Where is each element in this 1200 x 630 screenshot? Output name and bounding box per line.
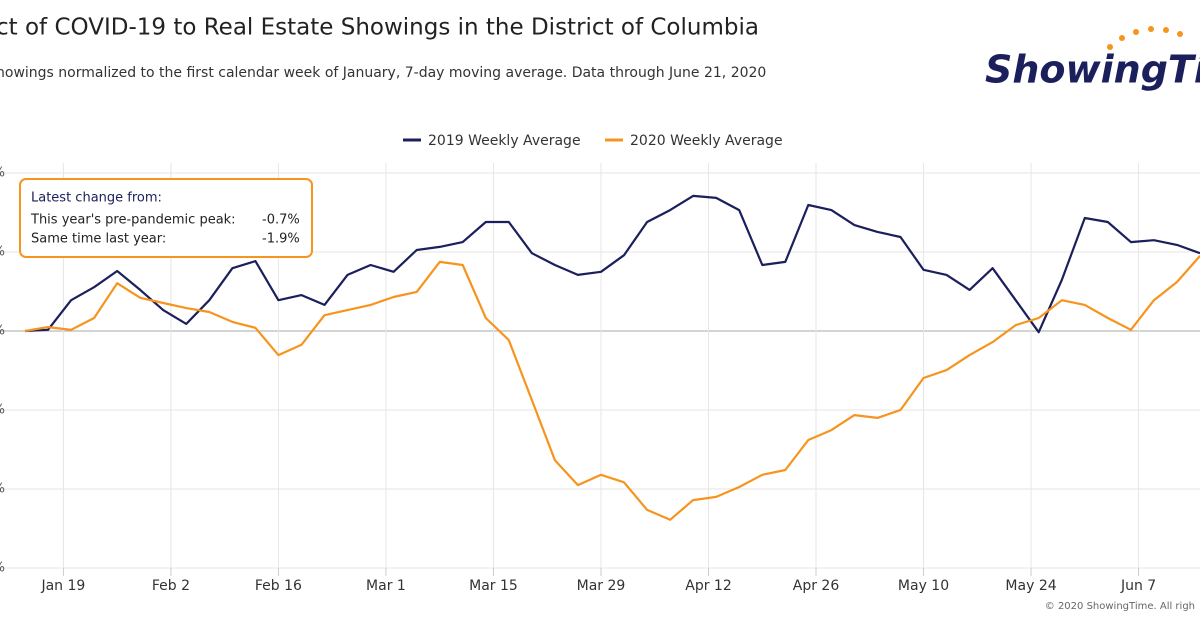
x-tick-label: Jan 19 [40,578,85,594]
x-tick-label: May 10 [898,578,949,594]
annotation-heading: Latest change from: [31,191,162,206]
x-tick-label: Mar 1 [366,578,406,594]
y-tick-label: % [0,403,5,418]
x-tick-label: Mar 29 [577,578,626,594]
legend-label: 2020 Weekly Average [630,133,783,149]
chart-subtitle: howings normalized to the first calendar… [0,65,766,81]
annotation-value: -0.7% [262,213,300,228]
x-tick-label: Feb 2 [152,578,190,594]
annotation-label: This year's pre-pandemic peak: [30,213,236,228]
y-tick-label: % [0,245,5,260]
credit: © 2020 ShowingTime. All righ [1045,601,1195,612]
x-tick-label: Mar 15 [469,578,518,594]
y-tick-label: % [0,482,5,497]
annotation-value: -1.9% [262,232,300,247]
series-line [24,194,1200,334]
x-tick-label: May 24 [1005,578,1056,594]
logo: ShowingTim [985,48,1200,92]
y-tick-label: % [0,561,5,576]
chart-title: ct of COVID-19 to Real Estate Showings i… [0,15,759,41]
x-tick-label: Apr 26 [793,578,840,594]
annotation-box [19,178,313,258]
y-tick-label: % [0,324,5,339]
annotation: Latest change from: This year's pre-pand… [19,178,313,258]
logo-dots [1107,26,1183,50]
x-tick-label: Feb 16 [255,578,302,594]
x-tick-label: Apr 12 [685,578,731,594]
annotation-label: Same time last year: [31,232,166,247]
y-tick-label: % [0,166,5,181]
legend-label: 2019 Weekly Average [428,133,581,149]
series-line [24,255,1200,521]
x-tick-label: Jun 7 [1120,578,1156,594]
